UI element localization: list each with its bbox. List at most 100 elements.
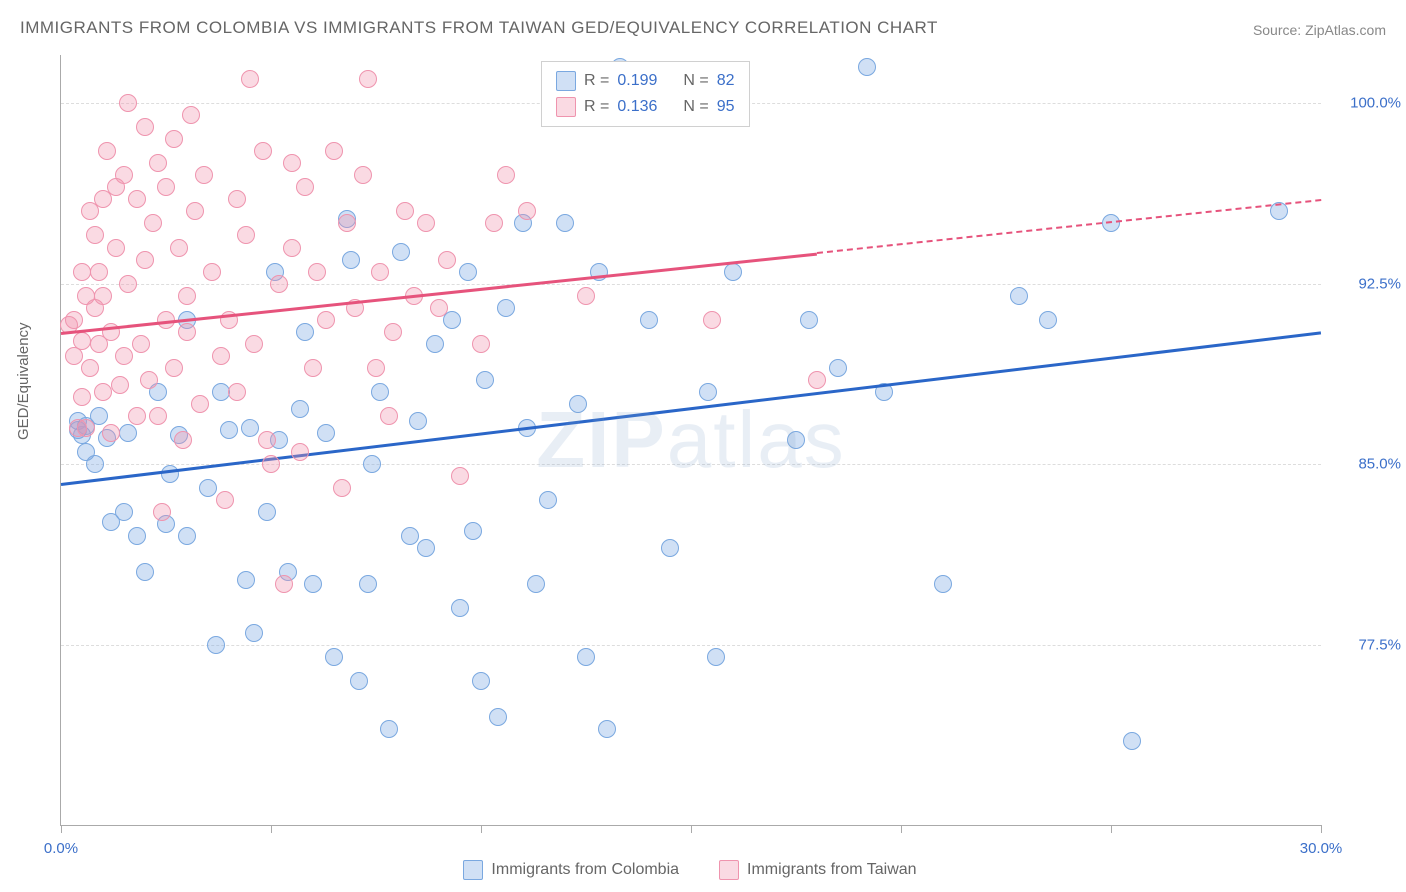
data-point — [317, 424, 335, 442]
data-point — [228, 190, 246, 208]
data-point — [598, 720, 616, 738]
data-point — [207, 636, 225, 654]
data-point — [317, 311, 335, 329]
data-point — [254, 142, 272, 160]
data-point — [569, 395, 587, 413]
y-tick-label: 85.0% — [1331, 456, 1401, 473]
legend-swatch — [556, 71, 576, 91]
data-point — [102, 424, 120, 442]
data-point — [275, 575, 293, 593]
data-point — [178, 287, 196, 305]
data-point — [94, 383, 112, 401]
data-point — [354, 166, 372, 184]
data-point — [178, 527, 196, 545]
data-point — [308, 263, 326, 281]
data-point — [1039, 311, 1057, 329]
data-point — [237, 226, 255, 244]
data-point — [165, 130, 183, 148]
data-point — [212, 383, 230, 401]
gridline — [61, 645, 1321, 646]
x-tick — [271, 825, 272, 833]
data-point — [577, 648, 595, 666]
data-point — [426, 335, 444, 353]
x-tick-label: 0.0% — [44, 840, 78, 857]
data-point — [363, 455, 381, 473]
data-point — [136, 118, 154, 136]
data-point — [199, 479, 217, 497]
data-point — [161, 465, 179, 483]
data-point — [451, 599, 469, 617]
chart-plot-area: ZIPatlas R =0.199N =82R =0.136N =95 77.5… — [60, 55, 1321, 826]
data-point — [270, 275, 288, 293]
data-point — [203, 263, 221, 281]
data-point — [800, 311, 818, 329]
data-point — [245, 624, 263, 642]
data-point — [384, 323, 402, 341]
data-point — [165, 359, 183, 377]
legend-swatch — [719, 860, 739, 880]
data-point — [539, 491, 557, 509]
data-point — [342, 251, 360, 269]
data-point — [119, 94, 137, 112]
data-point — [212, 347, 230, 365]
data-point — [438, 251, 456, 269]
n-label: N = — [683, 94, 708, 120]
data-point — [149, 407, 167, 425]
legend-item: Immigrants from Taiwan — [719, 860, 917, 880]
data-point — [304, 359, 322, 377]
data-point — [291, 400, 309, 418]
legend-label: Immigrants from Taiwan — [747, 861, 917, 879]
data-point — [107, 239, 125, 257]
n-value: 95 — [717, 94, 735, 120]
data-point — [73, 263, 91, 281]
data-point — [497, 299, 515, 317]
data-point — [380, 720, 398, 738]
data-point — [144, 214, 162, 232]
data-point — [128, 527, 146, 545]
data-point — [140, 371, 158, 389]
data-point — [296, 323, 314, 341]
data-point — [195, 166, 213, 184]
data-point — [283, 154, 301, 172]
data-point — [115, 503, 133, 521]
data-point — [380, 407, 398, 425]
data-point — [472, 672, 490, 690]
legend-swatch — [556, 97, 576, 117]
data-point — [191, 395, 209, 413]
data-point — [661, 539, 679, 557]
data-point — [149, 154, 167, 172]
data-point — [228, 383, 246, 401]
data-point — [304, 575, 322, 593]
x-tick — [61, 825, 62, 833]
data-point — [73, 388, 91, 406]
data-point — [81, 359, 99, 377]
data-point — [476, 371, 494, 389]
legend-stat-row: R =0.136N =95 — [556, 94, 735, 120]
data-point — [136, 251, 154, 269]
data-point — [371, 263, 389, 281]
data-point — [350, 672, 368, 690]
legend-stat-row: R =0.199N =82 — [556, 68, 735, 94]
y-tick-label: 92.5% — [1331, 275, 1401, 292]
x-tick — [1321, 825, 1322, 833]
legend-series: Immigrants from ColombiaImmigrants from … — [60, 860, 1320, 880]
data-point — [527, 575, 545, 593]
data-point — [518, 202, 536, 220]
x-tick — [901, 825, 902, 833]
data-point — [489, 708, 507, 726]
data-point — [464, 522, 482, 540]
data-point — [333, 479, 351, 497]
data-point — [220, 421, 238, 439]
data-point — [128, 190, 146, 208]
data-point — [808, 371, 826, 389]
data-point — [153, 503, 171, 521]
data-point — [65, 311, 83, 329]
data-point — [241, 419, 259, 437]
x-tick-label: 30.0% — [1300, 840, 1343, 857]
data-point — [409, 412, 427, 430]
data-point — [77, 419, 95, 437]
data-point — [182, 106, 200, 124]
trend-line — [817, 199, 1321, 254]
data-point — [245, 335, 263, 353]
data-point — [497, 166, 515, 184]
